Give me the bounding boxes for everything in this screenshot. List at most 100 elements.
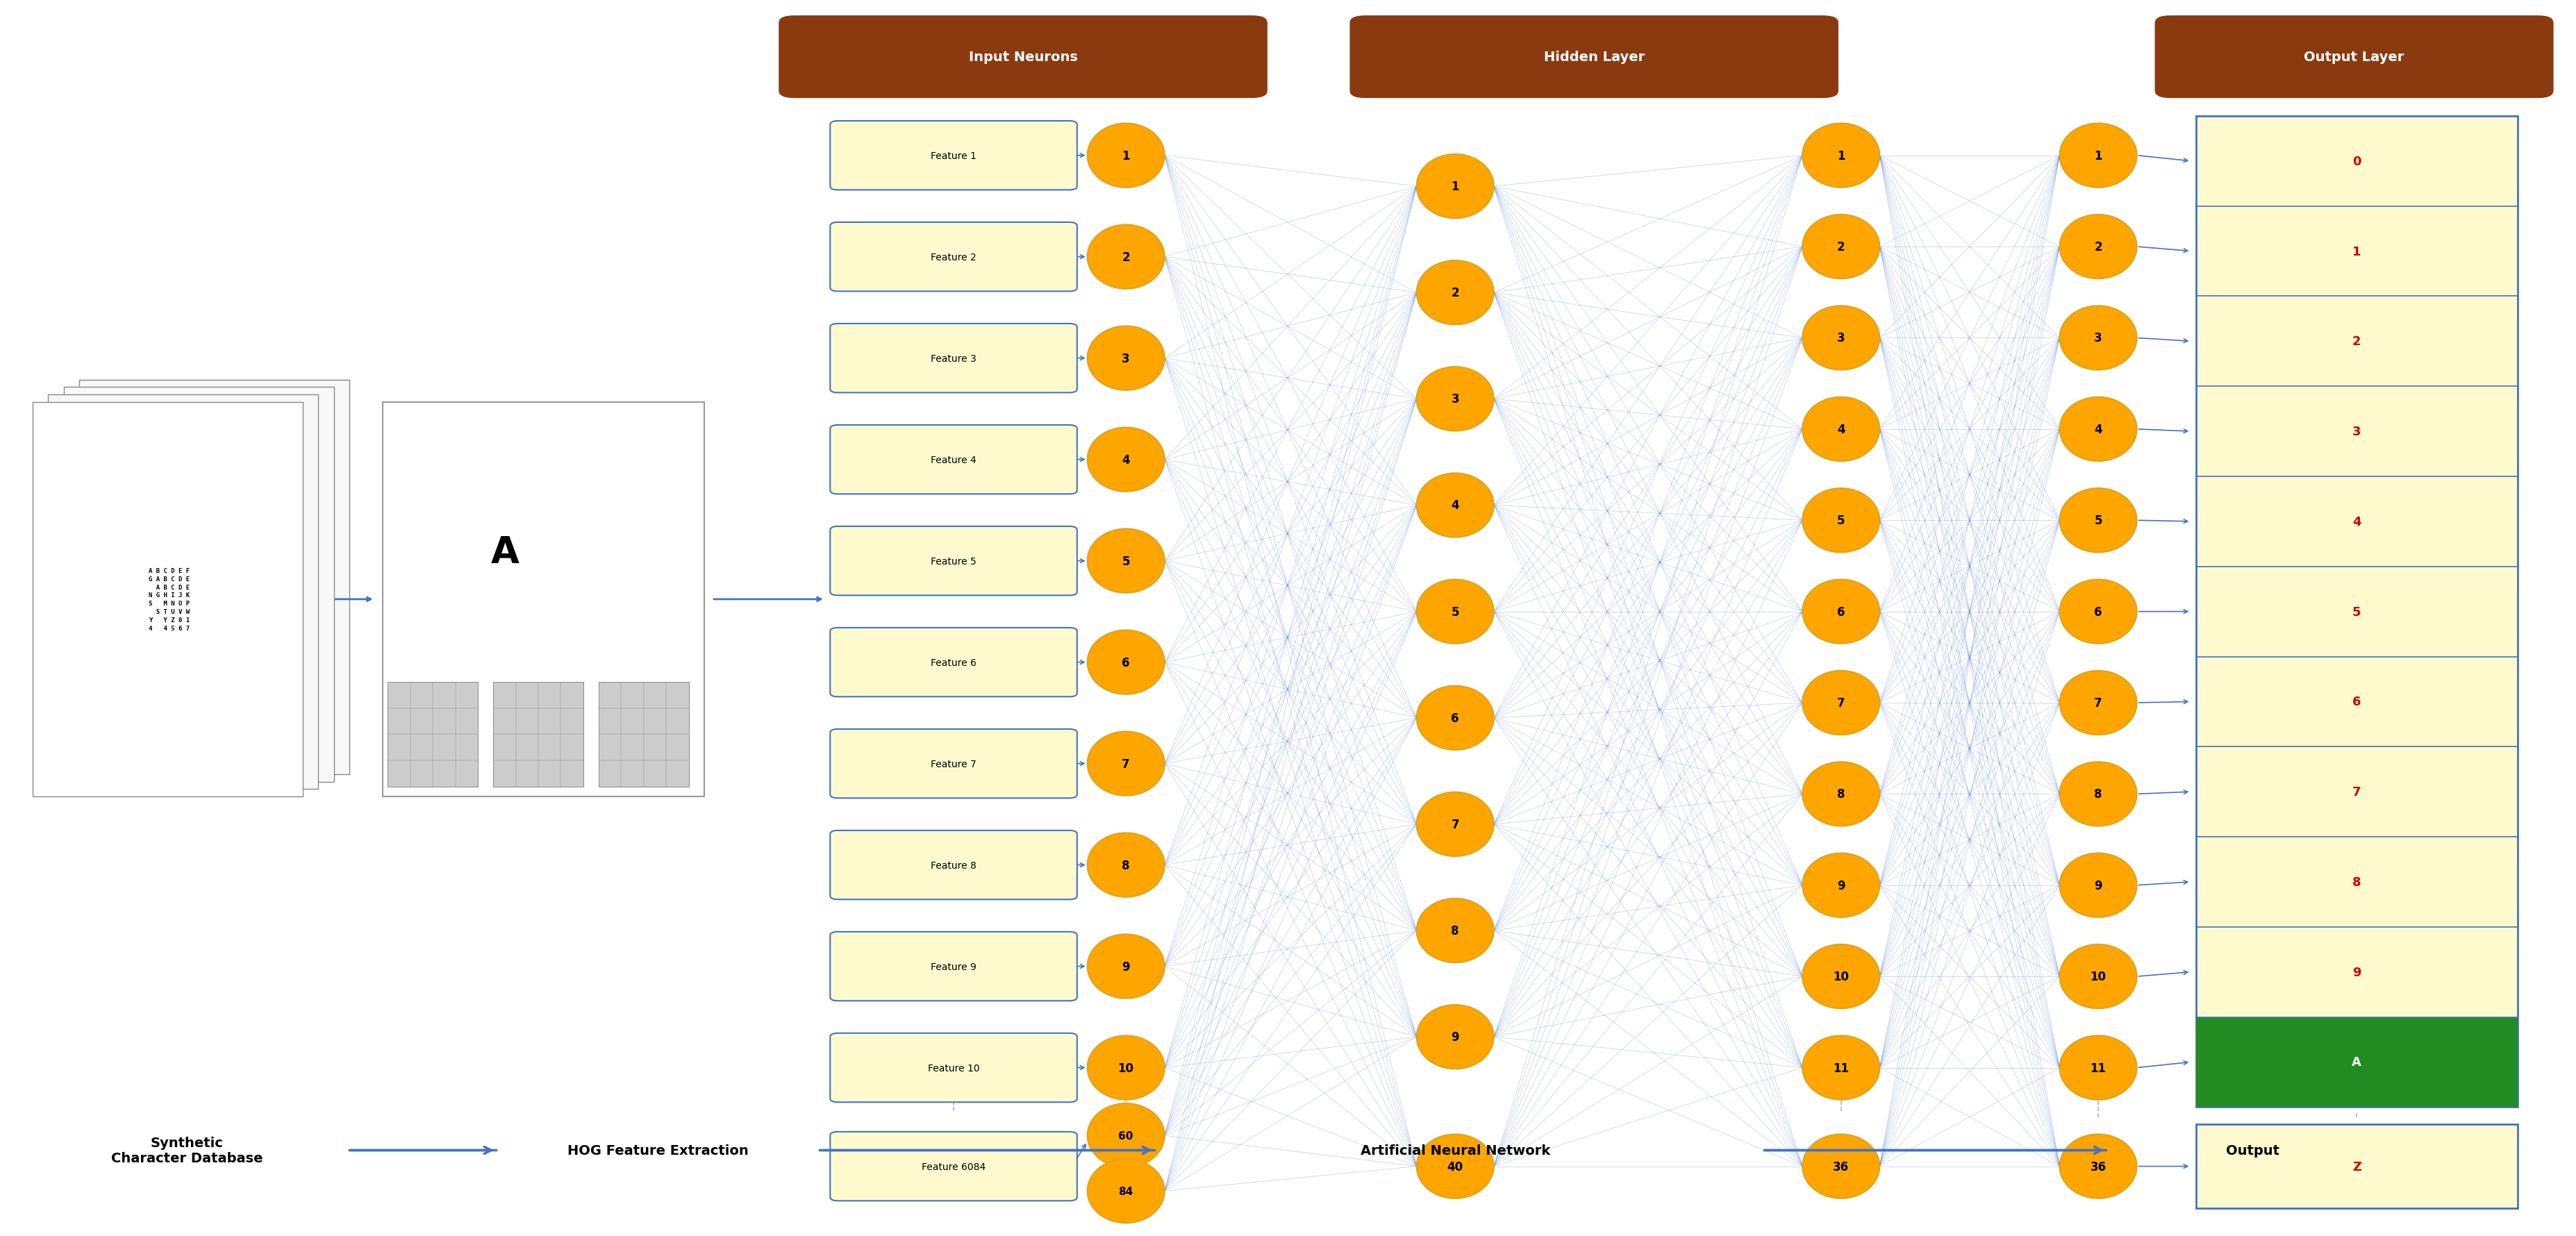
- Text: Feature 1: Feature 1: [930, 151, 976, 161]
- Ellipse shape: [1803, 488, 1880, 552]
- FancyBboxPatch shape: [2154, 16, 2553, 99]
- Text: 2: 2: [1450, 287, 1458, 299]
- Text: 3: 3: [1123, 352, 1131, 365]
- Bar: [80, 381, 350, 775]
- Text: HOG Feature Extraction: HOG Feature Extraction: [567, 1143, 750, 1157]
- Bar: [2195, 116, 2517, 1107]
- FancyBboxPatch shape: [829, 222, 1077, 292]
- Ellipse shape: [1087, 1036, 1164, 1100]
- Text: Feature 4: Feature 4: [930, 455, 976, 465]
- Text: 9: 9: [1837, 879, 1844, 891]
- FancyBboxPatch shape: [829, 1132, 1077, 1201]
- Text: 8: 8: [2094, 789, 2102, 801]
- Text: 8: 8: [2352, 876, 2362, 889]
- Text: 9: 9: [2094, 879, 2102, 891]
- Text: Feature 10: Feature 10: [927, 1063, 979, 1073]
- Text: 2: 2: [2094, 241, 2102, 253]
- Text: 2: 2: [1123, 251, 1131, 263]
- Bar: [492, 682, 582, 787]
- Text: 6: 6: [1450, 712, 1458, 724]
- Text: 7: 7: [2094, 697, 2102, 709]
- Text: Feature 2: Feature 2: [930, 252, 976, 262]
- Text: 6: 6: [1837, 606, 1844, 618]
- Ellipse shape: [1417, 686, 1494, 750]
- Bar: [33, 403, 304, 797]
- Text: 40: 40: [1448, 1161, 1463, 1173]
- Text: Feature 6: Feature 6: [930, 658, 976, 667]
- Text: Feature 5: Feature 5: [930, 556, 976, 566]
- FancyBboxPatch shape: [829, 1033, 1077, 1103]
- FancyBboxPatch shape: [1350, 16, 1839, 99]
- Text: 4: 4: [1123, 454, 1131, 466]
- Bar: [64, 388, 335, 782]
- Text: 6: 6: [2352, 696, 2362, 708]
- Ellipse shape: [2061, 763, 2138, 826]
- Text: 9: 9: [1450, 1031, 1458, 1043]
- Bar: [598, 682, 688, 787]
- Ellipse shape: [1417, 473, 1494, 538]
- Text: 5: 5: [1837, 514, 1844, 527]
- Ellipse shape: [1803, 671, 1880, 735]
- Ellipse shape: [1803, 398, 1880, 461]
- Text: Feature 8: Feature 8: [930, 860, 976, 870]
- Ellipse shape: [2061, 1135, 2138, 1199]
- Text: 1: 1: [2352, 246, 2362, 258]
- Text: 8: 8: [1123, 859, 1131, 871]
- Ellipse shape: [1087, 934, 1164, 999]
- Text: Feature 6084: Feature 6084: [922, 1162, 987, 1172]
- Text: 6: 6: [1123, 656, 1131, 669]
- FancyBboxPatch shape: [829, 527, 1077, 596]
- Bar: [2195, 1017, 2517, 1107]
- Ellipse shape: [1417, 1005, 1494, 1069]
- Text: 7: 7: [1837, 697, 1844, 709]
- Text: Synthetic
Character Database: Synthetic Character Database: [111, 1136, 263, 1164]
- Ellipse shape: [2061, 580, 2138, 644]
- Text: 2: 2: [1837, 241, 1844, 253]
- Text: Artificial Neural Network: Artificial Neural Network: [1360, 1143, 1551, 1157]
- Ellipse shape: [1417, 261, 1494, 325]
- Ellipse shape: [1087, 529, 1164, 593]
- Text: 2: 2: [2352, 335, 2362, 347]
- Text: 11: 11: [1834, 1062, 1850, 1074]
- Text: 4: 4: [1450, 499, 1458, 512]
- Ellipse shape: [2061, 124, 2138, 188]
- Ellipse shape: [1417, 580, 1494, 644]
- Ellipse shape: [1087, 630, 1164, 695]
- Ellipse shape: [1087, 1104, 1164, 1168]
- Text: 9: 9: [2352, 965, 2362, 979]
- Text: 3: 3: [1450, 393, 1458, 405]
- Text: 11: 11: [2089, 1062, 2107, 1074]
- Text: 5: 5: [2094, 514, 2102, 527]
- Ellipse shape: [1803, 580, 1880, 644]
- Text: Hidden Layer: Hidden Layer: [1543, 51, 1643, 64]
- Bar: [384, 403, 703, 797]
- Ellipse shape: [1803, 763, 1880, 826]
- Text: 7: 7: [1450, 818, 1458, 831]
- Ellipse shape: [1417, 154, 1494, 219]
- Text: 60: 60: [1118, 1130, 1133, 1141]
- Text: Output Layer: Output Layer: [2303, 51, 2403, 64]
- Text: 1: 1: [1837, 150, 1844, 162]
- Text: 6: 6: [2094, 606, 2102, 618]
- Text: Feature 7: Feature 7: [930, 759, 976, 769]
- Text: 7: 7: [2352, 786, 2362, 798]
- Text: 10: 10: [1834, 970, 1850, 983]
- Ellipse shape: [1087, 124, 1164, 188]
- Ellipse shape: [2061, 488, 2138, 552]
- FancyBboxPatch shape: [829, 425, 1077, 494]
- Text: Input Neurons: Input Neurons: [969, 51, 1077, 64]
- Text: 36: 36: [1834, 1161, 1850, 1173]
- Text: 4: 4: [1837, 423, 1844, 436]
- FancyBboxPatch shape: [829, 729, 1077, 798]
- Ellipse shape: [1087, 732, 1164, 796]
- Ellipse shape: [2061, 398, 2138, 461]
- Bar: [2195, 1125, 2517, 1209]
- FancyBboxPatch shape: [829, 121, 1077, 190]
- Text: 9: 9: [1123, 960, 1131, 973]
- Text: 4: 4: [2094, 423, 2102, 436]
- Text: 3: 3: [2352, 425, 2362, 438]
- Text: 8: 8: [1450, 925, 1458, 937]
- Ellipse shape: [1803, 853, 1880, 917]
- Text: 7: 7: [1123, 758, 1131, 770]
- Ellipse shape: [1803, 307, 1880, 371]
